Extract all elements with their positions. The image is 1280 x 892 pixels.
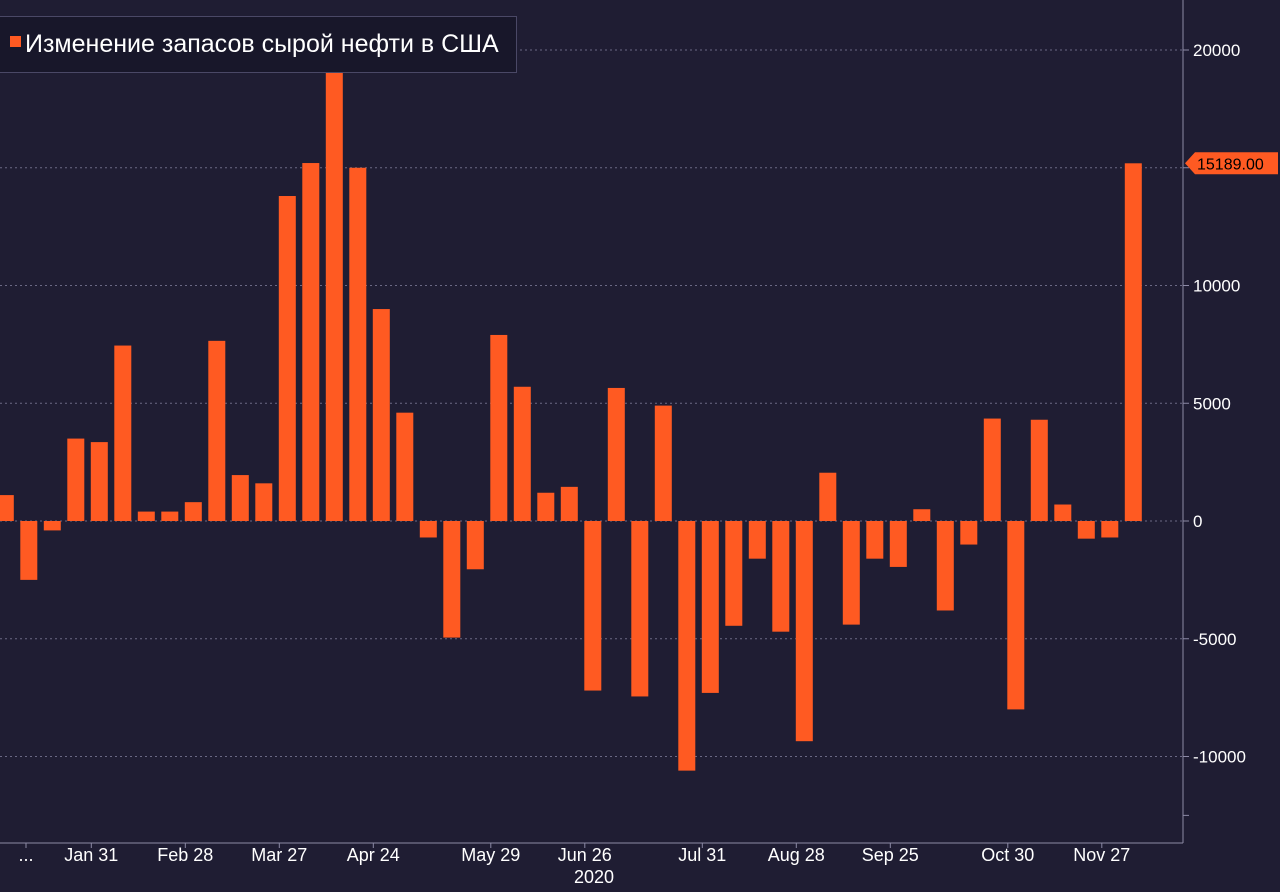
bar <box>349 167 367 521</box>
x-tick-label: Feb 28 <box>157 845 213 865</box>
bar <box>396 412 414 521</box>
bar <box>1054 504 1072 521</box>
bar <box>419 521 437 538</box>
x-tick-label: Jun 26 <box>558 845 612 865</box>
bar <box>0 495 14 521</box>
bar <box>490 334 508 521</box>
bar <box>184 502 202 521</box>
bar <box>537 492 555 521</box>
bar <box>443 521 461 638</box>
bar <box>960 521 978 545</box>
x-tick-label: ... <box>18 845 33 865</box>
bar <box>90 442 108 521</box>
bar <box>866 521 884 559</box>
x-year-label: 2020 <box>574 867 614 887</box>
bar <box>513 386 531 521</box>
bar <box>466 521 484 570</box>
bar <box>43 521 61 531</box>
x-tick-label: Mar 27 <box>251 845 307 865</box>
bar <box>819 472 837 521</box>
last-value-marker <box>1185 152 1278 175</box>
bar <box>560 486 578 521</box>
bar <box>325 66 343 522</box>
bar <box>1007 521 1025 710</box>
bar <box>1077 521 1095 539</box>
x-tick-label: Sep 25 <box>862 845 919 865</box>
bar <box>67 438 85 521</box>
y-tick-label: -10000 <box>1193 748 1246 767</box>
bar <box>936 521 954 611</box>
bar <box>795 521 813 742</box>
bar <box>678 521 696 771</box>
bar <box>20 521 38 580</box>
bar <box>1124 163 1142 521</box>
bar <box>1101 521 1119 538</box>
legend-swatch <box>10 36 21 47</box>
bar <box>725 521 743 626</box>
x-tick-label: May 29 <box>461 845 520 865</box>
bar <box>1030 419 1048 521</box>
bar <box>607 387 625 521</box>
last-value-label: 15189.00 <box>1197 156 1264 173</box>
x-tick-label: Jan 31 <box>64 845 118 865</box>
bar <box>372 309 390 521</box>
bar <box>842 521 860 625</box>
y-tick-label: 5000 <box>1193 394 1231 413</box>
x-tick-label: Apr 24 <box>347 845 400 865</box>
legend-label: Изменение запасов сырой нефти в США <box>25 30 499 58</box>
bar <box>255 483 273 521</box>
bar <box>584 521 602 691</box>
bar <box>278 196 296 521</box>
bar <box>302 163 320 522</box>
x-tick-label: Jul 31 <box>678 845 726 865</box>
y-tick-label: -5000 <box>1193 630 1236 649</box>
bar <box>772 521 790 632</box>
bar <box>114 345 132 521</box>
bar <box>208 340 226 521</box>
bar <box>701 521 719 693</box>
bar <box>654 405 672 521</box>
bar <box>231 475 249 521</box>
x-tick-label: Nov 27 <box>1073 845 1130 865</box>
legend: Изменение запасов сырой нефти в США <box>0 16 517 73</box>
bar <box>913 509 931 521</box>
y-tick-label: 10000 <box>1193 277 1240 296</box>
y-tick-label: 20000 <box>1193 41 1240 60</box>
x-tick-label: Oct 30 <box>981 845 1034 865</box>
bar <box>748 521 766 559</box>
y-tick-label: 0 <box>1193 512 1202 531</box>
x-tick-label: Aug 28 <box>768 845 825 865</box>
bar <box>137 511 155 521</box>
bar <box>161 511 179 521</box>
bar <box>631 521 649 697</box>
bar <box>889 521 907 567</box>
bar <box>983 418 1001 521</box>
bar-layer <box>0 66 1142 771</box>
